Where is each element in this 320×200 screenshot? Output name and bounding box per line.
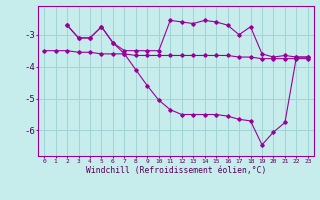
X-axis label: Windchill (Refroidissement éolien,°C): Windchill (Refroidissement éolien,°C) <box>86 166 266 175</box>
